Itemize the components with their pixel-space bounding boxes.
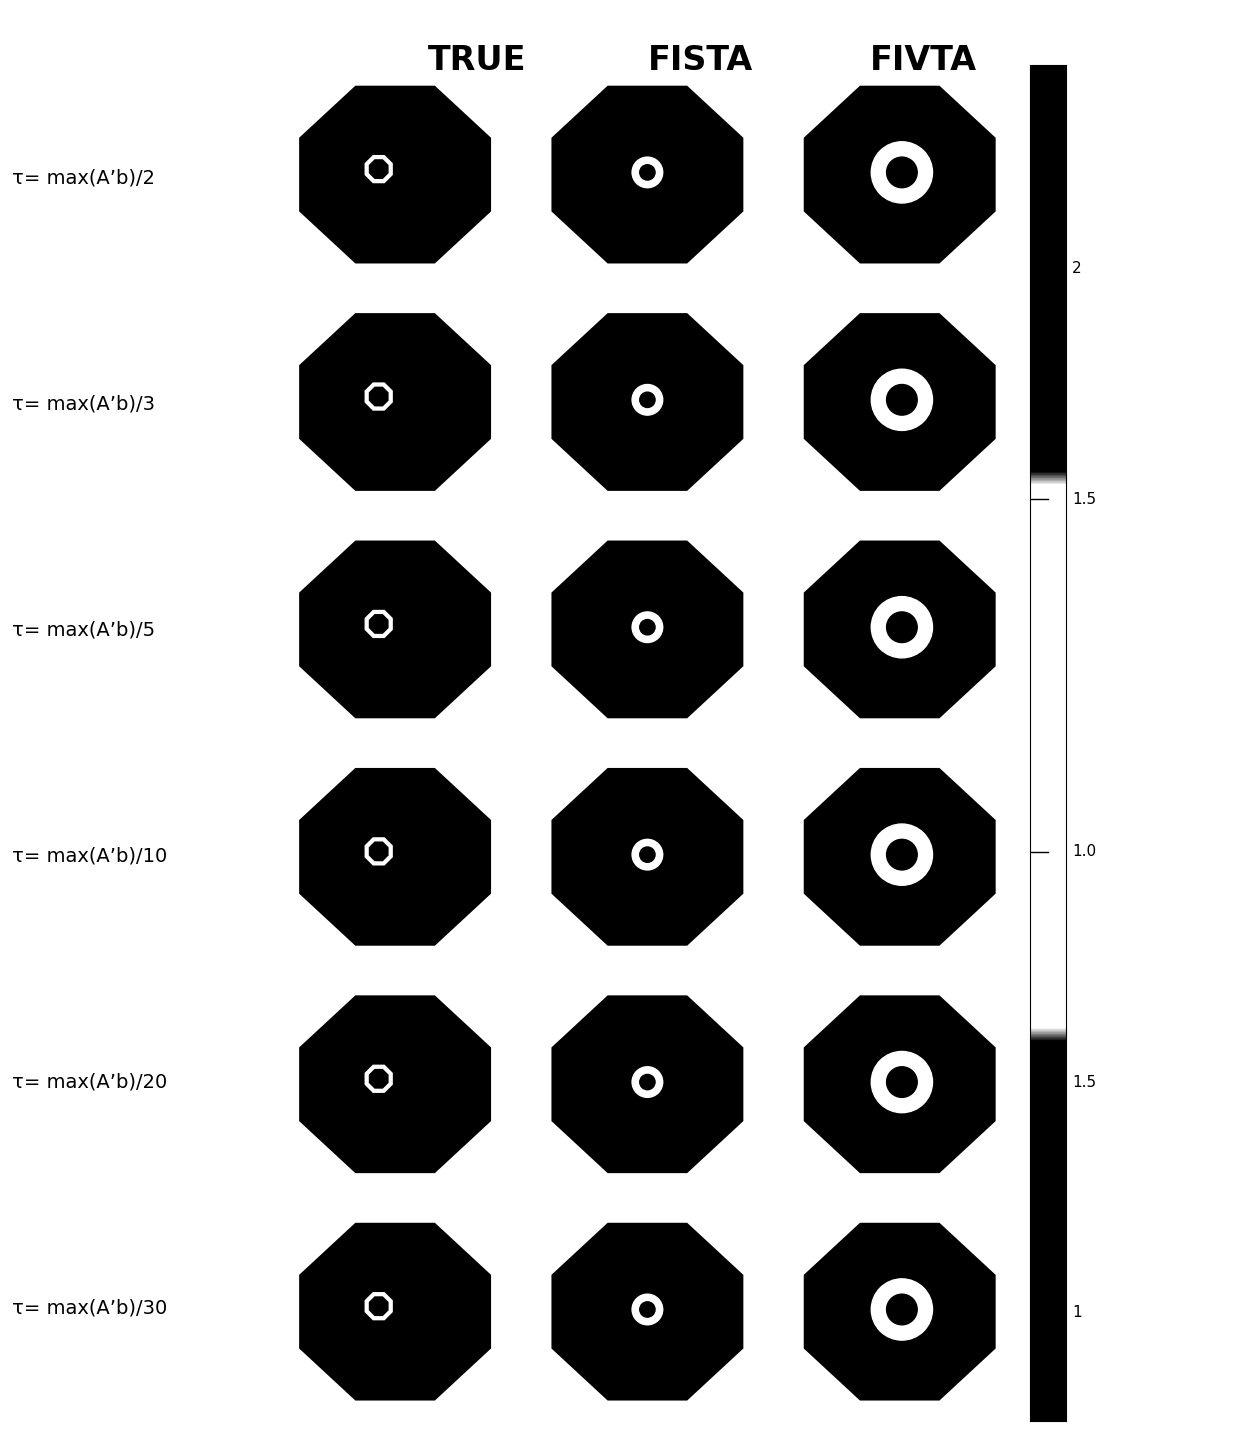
Text: τ= max(A’b)/30: τ= max(A’b)/30 (12, 1299, 167, 1318)
Polygon shape (368, 841, 388, 861)
Text: τ= max(A’b)/5: τ= max(A’b)/5 (12, 621, 155, 639)
Circle shape (887, 1295, 918, 1325)
Circle shape (872, 370, 932, 431)
Circle shape (640, 392, 655, 407)
Polygon shape (365, 837, 393, 866)
Polygon shape (552, 313, 743, 492)
Polygon shape (804, 313, 996, 492)
Circle shape (887, 612, 918, 642)
Circle shape (640, 1302, 655, 1317)
Circle shape (640, 1074, 655, 1090)
Polygon shape (365, 155, 393, 183)
Circle shape (872, 142, 932, 203)
Polygon shape (365, 610, 393, 638)
Circle shape (887, 384, 918, 415)
Polygon shape (368, 387, 388, 406)
Text: 1.0: 1.0 (1071, 844, 1096, 858)
Polygon shape (365, 383, 393, 410)
Circle shape (887, 1067, 918, 1098)
Circle shape (887, 157, 918, 187)
Circle shape (640, 619, 655, 635)
Text: FISTA: FISTA (649, 44, 753, 77)
Circle shape (632, 1295, 662, 1325)
Polygon shape (804, 768, 996, 945)
Text: τ= max(A’b)/10: τ= max(A’b)/10 (12, 847, 167, 866)
Circle shape (632, 384, 662, 415)
Circle shape (632, 840, 662, 870)
Text: FIVTA: FIVTA (870, 44, 977, 77)
Circle shape (872, 596, 932, 658)
Polygon shape (552, 1222, 743, 1401)
Circle shape (872, 1051, 932, 1112)
Circle shape (632, 157, 662, 187)
Polygon shape (299, 995, 491, 1173)
Circle shape (640, 847, 655, 863)
Polygon shape (368, 1296, 388, 1317)
Text: 1.5: 1.5 (1071, 1074, 1096, 1089)
Text: τ= max(A’b)/3: τ= max(A’b)/3 (12, 394, 155, 413)
Polygon shape (804, 541, 996, 718)
Text: τ= max(A’b)/2: τ= max(A’b)/2 (12, 168, 155, 187)
Polygon shape (804, 86, 996, 264)
Circle shape (632, 612, 662, 642)
Text: 2: 2 (1071, 261, 1081, 276)
Polygon shape (552, 768, 743, 945)
Circle shape (872, 824, 932, 886)
Text: 1: 1 (1071, 1305, 1081, 1320)
Polygon shape (299, 768, 491, 945)
Polygon shape (552, 995, 743, 1173)
Polygon shape (804, 995, 996, 1173)
Polygon shape (552, 541, 743, 718)
Polygon shape (365, 1064, 393, 1093)
Polygon shape (804, 1222, 996, 1401)
Circle shape (887, 840, 918, 870)
Polygon shape (368, 1069, 388, 1089)
Text: TRUE: TRUE (428, 44, 527, 77)
Polygon shape (552, 86, 743, 264)
Circle shape (640, 165, 655, 180)
Polygon shape (299, 1222, 491, 1401)
Polygon shape (299, 86, 491, 264)
Text: 1.5: 1.5 (1071, 492, 1096, 506)
Polygon shape (368, 613, 388, 634)
Circle shape (872, 1279, 932, 1340)
Circle shape (632, 1067, 662, 1098)
Polygon shape (365, 1292, 393, 1321)
Text: τ= max(A’b)/20: τ= max(A’b)/20 (12, 1073, 167, 1092)
Polygon shape (368, 160, 388, 178)
Polygon shape (299, 541, 491, 718)
Polygon shape (299, 313, 491, 492)
